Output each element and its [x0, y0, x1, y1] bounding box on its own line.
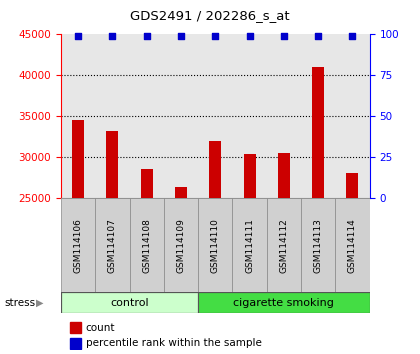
Point: [143, 33, 150, 39]
Bar: [129, 34, 164, 198]
Bar: [198, 292, 370, 313]
Text: GDS2491 / 202286_s_at: GDS2491 / 202286_s_at: [130, 9, 290, 22]
Text: GSM114107: GSM114107: [108, 218, 117, 273]
Bar: [129, 198, 164, 292]
Text: GSM114108: GSM114108: [142, 218, 151, 273]
Bar: [61, 34, 95, 198]
Bar: [106, 131, 118, 198]
Bar: [164, 198, 198, 292]
Bar: [301, 34, 335, 198]
Text: GSM114110: GSM114110: [211, 218, 220, 273]
Text: GSM114106: GSM114106: [74, 218, 83, 273]
Point: [75, 33, 81, 39]
Bar: [70, 338, 81, 349]
Bar: [95, 198, 129, 292]
Text: percentile rank within the sample: percentile rank within the sample: [86, 338, 262, 348]
Bar: [61, 292, 198, 313]
Text: count: count: [86, 322, 115, 332]
Bar: [198, 198, 232, 292]
Bar: [312, 67, 324, 198]
Bar: [244, 154, 255, 198]
Text: GSM114113: GSM114113: [314, 218, 323, 273]
Text: control: control: [110, 298, 149, 308]
Text: GSM114112: GSM114112: [279, 218, 289, 273]
Bar: [301, 198, 335, 292]
Bar: [175, 187, 187, 198]
Text: stress: stress: [4, 298, 35, 308]
Point: [349, 33, 356, 39]
Text: ▶: ▶: [36, 298, 43, 308]
Text: GSM114109: GSM114109: [176, 218, 186, 273]
Bar: [209, 142, 221, 198]
Bar: [267, 34, 301, 198]
Bar: [198, 34, 232, 198]
Bar: [61, 198, 95, 292]
Bar: [141, 170, 152, 198]
Text: cigarette smoking: cigarette smoking: [234, 298, 334, 308]
Bar: [346, 173, 358, 198]
Bar: [164, 34, 198, 198]
Point: [281, 33, 287, 39]
Bar: [335, 34, 370, 198]
Point: [246, 33, 253, 39]
Point: [315, 33, 322, 39]
Bar: [232, 34, 267, 198]
Bar: [95, 34, 129, 198]
Bar: [267, 198, 301, 292]
Point: [178, 33, 184, 39]
Point: [109, 33, 116, 39]
Bar: [335, 198, 370, 292]
Bar: [70, 322, 81, 333]
Bar: [72, 120, 84, 198]
Bar: [232, 198, 267, 292]
Point: [212, 33, 219, 39]
Bar: [278, 153, 290, 198]
Text: GSM114114: GSM114114: [348, 218, 357, 273]
Text: GSM114111: GSM114111: [245, 218, 254, 273]
